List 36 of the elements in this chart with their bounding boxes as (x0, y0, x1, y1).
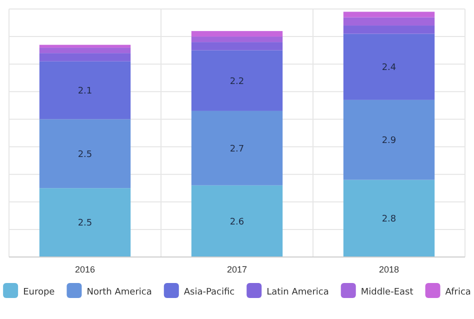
x-tick-label: 2016 (74, 264, 96, 274)
bar (39, 53, 131, 62)
bar (343, 12, 435, 18)
data-label: 2.5 (78, 218, 92, 229)
bar (343, 17, 435, 26)
bar (191, 31, 283, 37)
bar (343, 180, 435, 257)
data-label: 2.2 (230, 76, 244, 87)
bar (39, 119, 131, 188)
legend-label: Latin America (266, 288, 329, 298)
bar (343, 100, 435, 180)
data-label: 2.7 (230, 144, 244, 154)
x-tick-label: 2017 (226, 264, 248, 274)
bar (191, 185, 283, 257)
legend-label: Europe (23, 288, 56, 298)
bar (39, 61, 131, 120)
data-label: 2.9 (382, 136, 396, 146)
data-label: 2.1 (78, 86, 92, 96)
data-label: 2.5 (78, 150, 92, 160)
data-label: 2.6 (230, 217, 244, 228)
x-tick-label: 2018 (378, 264, 400, 274)
legend-label: Asia-Pacific (184, 288, 235, 298)
bar (343, 26, 435, 34)
bar (39, 48, 131, 54)
legend-label: Middle-East (360, 288, 414, 298)
bar (39, 44, 131, 48)
data-label: 2.4 (382, 63, 396, 74)
bar (343, 34, 435, 100)
bar (39, 188, 131, 257)
bar (191, 36, 283, 42)
bar (191, 42, 283, 50)
bar (191, 110, 283, 186)
data-label: 2.8 (382, 214, 396, 225)
bar (191, 50, 283, 111)
legend-label: Africa (445, 288, 471, 298)
legend-label: North America (86, 288, 152, 298)
